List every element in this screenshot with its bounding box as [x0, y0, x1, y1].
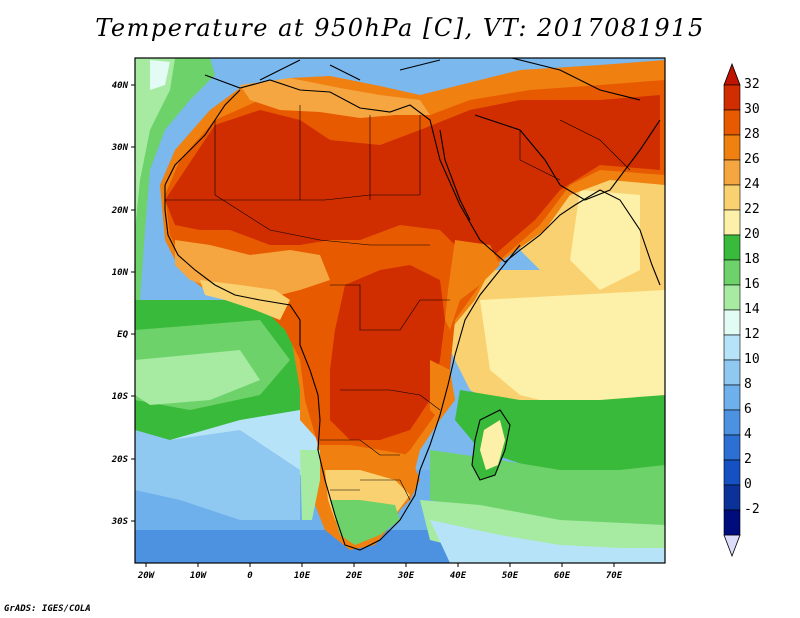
colorbar-label: 8 — [744, 377, 752, 392]
y-tick-label: 20N — [111, 206, 129, 216]
x-tick-label: 60E — [554, 571, 571, 581]
colorbar-label: 18 — [744, 252, 760, 267]
colorbar-label: -2 — [744, 502, 760, 517]
y-tick-label: EQ — [117, 330, 128, 340]
colorbar-swatch — [723, 159, 741, 186]
colorbar-label: 30 — [744, 102, 760, 117]
y-tick-label: 40N — [112, 81, 129, 91]
colorbar-swatch — [723, 259, 741, 286]
colorbar-label: 2 — [744, 452, 752, 467]
y-tick-label: 30N — [111, 143, 129, 153]
x-tick-label: 10W — [190, 571, 208, 581]
colorbar-label: 12 — [744, 327, 760, 342]
colorbar-swatch — [723, 459, 741, 486]
x-axis: 20W 10W 0 10E 20E 30E 40E 50E 60E 70E — [137, 563, 623, 581]
map-title: Temperature at 950hPa [C], VT: 201708191… — [95, 14, 705, 42]
colorbar-label: 0 — [744, 477, 752, 492]
colorbar-swatch — [723, 509, 741, 536]
colorbar-swatch — [723, 334, 741, 361]
map-frame — [134, 57, 666, 564]
x-tick-label: 70E — [606, 571, 623, 581]
colorbar-label: 14 — [744, 302, 760, 317]
colorbar-swatch — [723, 234, 741, 261]
y-axis: 40N 30N 20N 10N EQ 10S 20S 30S — [111, 81, 135, 527]
colorbar-swatch — [723, 309, 741, 336]
footer-credit: GrADS: IGES/COLA — [4, 604, 91, 614]
colorbar-label: 24 — [744, 177, 760, 192]
colorbar-label: 26 — [744, 152, 760, 167]
colorbar-top-arrow — [723, 62, 741, 86]
colorbar-label: 20 — [744, 227, 760, 242]
x-tick-label: 50E — [502, 571, 519, 581]
colorbar-swatch — [723, 434, 741, 461]
y-tick-label: 20S — [111, 455, 129, 465]
colorbar-label: 22 — [744, 202, 760, 217]
colorbar-label: 10 — [744, 352, 760, 367]
colorbar-swatch — [723, 109, 741, 136]
colorbar-swatch — [723, 134, 741, 161]
temperature-field — [135, 58, 665, 563]
colorbar-swatch — [723, 359, 741, 386]
y-tick-label: 10S — [112, 392, 129, 402]
x-tick-label: 0 — [247, 571, 253, 581]
colorbar-swatch — [723, 84, 741, 111]
colorbar-swatch — [723, 409, 741, 436]
colorbar-swatch — [723, 484, 741, 511]
x-tick-label: 10E — [294, 571, 311, 581]
colorbar-swatch — [723, 184, 741, 211]
colorbar-swatch — [723, 384, 741, 411]
y-tick-label: 30S — [111, 517, 129, 527]
coastlines — [164, 58, 661, 551]
colorbar-label: 28 — [744, 127, 760, 142]
colorbar-swatch — [723, 284, 741, 311]
x-tick-label: 20W — [137, 571, 156, 581]
colorbar-label: 32 — [744, 77, 760, 92]
colorbar-label: 6 — [744, 402, 752, 417]
x-tick-label: 20E — [345, 571, 363, 581]
colorbar-swatch — [723, 209, 741, 236]
y-tick-label: 10N — [112, 268, 129, 278]
x-tick-label: 40E — [450, 571, 467, 581]
colorbar-label: 16 — [744, 277, 760, 292]
country-borders — [165, 105, 631, 501]
x-tick-label: 30E — [397, 571, 415, 581]
colorbar-bottom-arrow — [723, 534, 741, 558]
colorbar-label: 4 — [744, 427, 752, 442]
